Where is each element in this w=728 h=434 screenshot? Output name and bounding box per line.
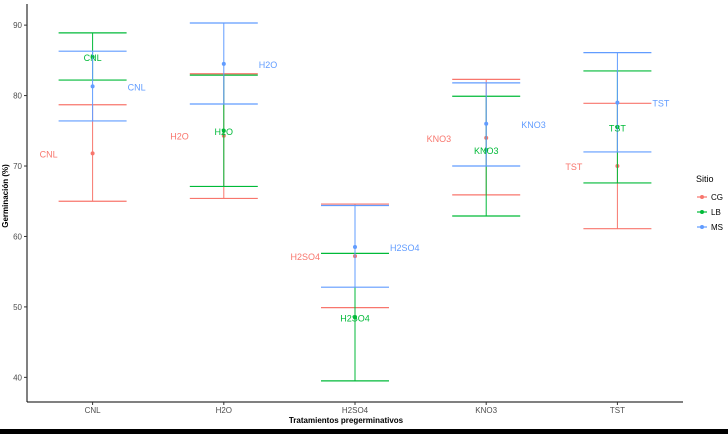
y-axis-title: Germinación (%)	[1, 164, 10, 228]
y-tick-label: 40	[13, 373, 22, 382]
y-tick-label: 60	[13, 232, 22, 241]
legend: Sitio CG LB MS	[696, 174, 723, 232]
legend-label: LB	[711, 208, 721, 217]
data-label-ms: H2SO4	[390, 243, 420, 253]
data-label-ms: H2O	[259, 60, 278, 70]
data-label-ms: KNO3	[521, 120, 546, 130]
legend-key-point	[700, 225, 704, 229]
mean-point-lb	[353, 315, 357, 320]
bottom-bar	[0, 429, 728, 434]
legend-key-point	[700, 210, 704, 214]
mean-point-lb	[221, 128, 226, 133]
y-tick-label: 70	[13, 162, 22, 171]
x-axis-title: Tratamientos pregerminativos	[289, 416, 404, 425]
x-tick-label: H2SO4	[342, 406, 369, 415]
legend-label: MS	[711, 223, 723, 232]
data-label-lb: CNL	[84, 53, 102, 63]
data-label-cg: H2O	[170, 132, 189, 142]
legend-key-point	[700, 195, 704, 199]
x-tick-label: H2O	[216, 406, 232, 415]
mean-point-ms	[353, 245, 357, 250]
data-label-cg: H2SO4	[290, 252, 320, 262]
data-label-cg: TST	[565, 162, 583, 172]
y-tick-label: 90	[13, 21, 22, 30]
x-tick-label: TST	[610, 406, 625, 415]
data-label-lb: TST	[609, 123, 627, 133]
y-tick-label: 80	[13, 92, 22, 101]
data-label-lb: H2SO4	[340, 313, 370, 323]
data-label-lb: H2O	[215, 127, 234, 137]
mean-point-ms	[90, 84, 95, 89]
x-tick-label: KNO3	[475, 406, 497, 415]
x-tick-label: CNL	[85, 406, 102, 415]
legend-label: CG	[711, 193, 723, 202]
data-label-ms: CNL	[128, 82, 146, 92]
data-label-lb: KNO3	[474, 146, 499, 156]
data-label-cg: KNO3	[427, 134, 452, 144]
legend-title: Sitio	[696, 174, 714, 184]
mean-point-ms	[221, 61, 226, 66]
axis-ticks: 40 50 60 70 80 90 CNL H2O H2SO4 KNO3 TST	[13, 21, 625, 415]
mean-point-ms	[484, 121, 489, 126]
y-tick-label: 50	[13, 303, 22, 312]
mean-point-ms	[615, 100, 620, 105]
chart-data-labels: CNL H2O H2SO4 KNO3 TST CNL H2O H2SO4 KNO3 TST CNL H…	[40, 53, 670, 324]
data-label-ms: TST	[652, 99, 670, 109]
data-label-cg: CNL	[40, 149, 58, 159]
mean-point-cg	[90, 151, 95, 156]
chart-data-layer	[58, 22, 652, 382]
